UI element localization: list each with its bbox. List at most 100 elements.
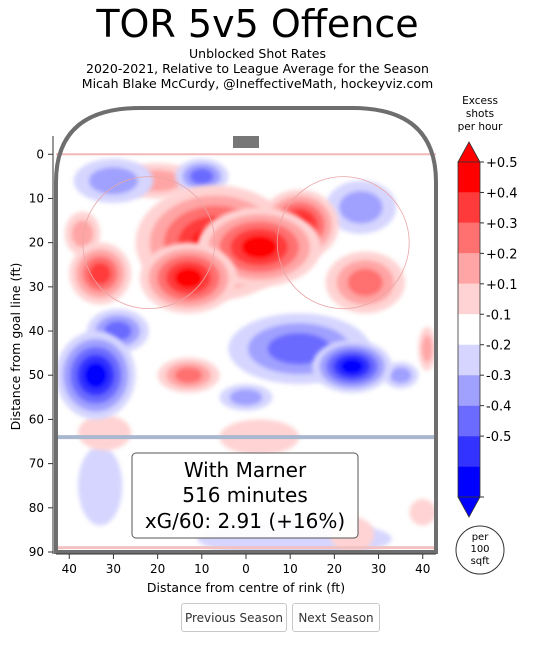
heat-region — [69, 242, 132, 305]
author-credit: Micah Blake McCurdy, @IneffectiveMath, h… — [81, 76, 434, 91]
chart-subtitle: Unblocked Shot Rates — [189, 46, 326, 61]
heat-band — [347, 268, 383, 297]
heat-region — [409, 498, 436, 526]
heat-band — [229, 389, 263, 406]
heat-region — [312, 339, 392, 393]
heat-region — [325, 251, 406, 314]
colorbar-band — [458, 466, 480, 497]
heat-band — [71, 220, 94, 248]
colorbar-tick-label: -0.2 — [486, 339, 511, 354]
x-tick-label: 20 — [327, 562, 342, 576]
annotation-xg: xG/60: 2.91 (+16%) — [145, 509, 345, 533]
goal-net — [233, 136, 259, 148]
y-tick-label: 20 — [29, 236, 44, 250]
colorbar-band — [458, 222, 480, 254]
colorbar-tick-label: +0.5 — [486, 156, 518, 171]
y-tick-label: 40 — [29, 324, 44, 338]
colorbar-band — [458, 314, 480, 345]
annotation-box — [131, 452, 359, 539]
y-tick-label: 60 — [29, 412, 44, 426]
heat-region — [73, 158, 154, 203]
heat-band — [340, 358, 364, 374]
heat-band — [421, 335, 433, 363]
colorbar-band — [458, 253, 480, 284]
faceoff-circle-right — [276, 176, 410, 310]
x-tick-label: 20 — [150, 562, 165, 576]
colorbar-label: shots — [466, 108, 494, 120]
heat-band — [267, 332, 331, 365]
y-tick-label: 30 — [29, 280, 44, 294]
heat-band — [174, 367, 203, 384]
colorbar-top-arrow — [457, 141, 481, 163]
heat-band — [89, 262, 111, 285]
colorbar-tick-label: -0.1 — [486, 308, 511, 323]
colorbar-tick-label: -0.4 — [486, 400, 511, 415]
previous-season-button[interactable]: Previous Season — [181, 603, 287, 632]
x-axis-label: Distance from centre of rink (ft) — [147, 580, 345, 595]
colorbar-band — [458, 405, 480, 437]
colorbar-label: per hour — [458, 121, 504, 133]
heat-region — [157, 357, 220, 393]
colorbar-band — [458, 192, 480, 223]
y-tick-label: 50 — [29, 368, 44, 382]
heat-band — [78, 445, 123, 526]
next-season-button[interactable]: Next Season — [292, 603, 380, 632]
colorbar: +0.5 +0.4 +0.3 +0.2 +0.1 -0.1 -0.2 -0.3 -0.4 -0.5 — [457, 141, 518, 518]
colorbar-band — [458, 344, 480, 376]
x-tick-label: 40 — [415, 562, 430, 576]
heat-band — [389, 367, 412, 384]
heat-band — [78, 415, 132, 451]
y-tick-label: 90 — [29, 545, 44, 559]
colorbar-tick-label: -0.5 — [486, 430, 511, 445]
heat-band — [84, 362, 108, 388]
heat-region — [325, 180, 397, 234]
x-tick-label: 10 — [194, 562, 209, 576]
colorbar-tick-label: +0.2 — [486, 247, 518, 262]
heat-region — [78, 445, 123, 526]
y-tick-label: 10 — [29, 191, 44, 205]
faceoff-circle-left — [82, 176, 216, 310]
annotation-toi: 516 minutes — [182, 483, 308, 507]
heat-band — [241, 235, 277, 259]
heat-region — [56, 331, 136, 420]
colorbar-tick-label: +0.3 — [486, 217, 518, 232]
heat-band — [339, 190, 383, 224]
y-tick-label: 70 — [29, 457, 44, 471]
y-tick-label: 80 — [29, 501, 44, 515]
heat-region — [382, 361, 419, 389]
heat-region — [139, 242, 238, 314]
rink-boards — [54, 106, 438, 554]
y-axis-label: Distance from goal line (ft) — [8, 263, 23, 431]
colorbar-tick-label: +0.1 — [486, 278, 518, 293]
colorbar-band — [458, 375, 480, 406]
x-tick-label: 30 — [371, 562, 386, 576]
x-tick-label: 10 — [283, 562, 298, 576]
heat-region — [219, 384, 273, 411]
heat-band — [88, 167, 138, 195]
colorbar-label: Excess — [462, 95, 498, 107]
heat-region — [78, 415, 132, 451]
unit-badge-text: per — [472, 532, 490, 543]
colorbar-bottom-arrow — [457, 496, 481, 518]
y-tick-label: 0 — [36, 147, 44, 161]
colorbar-band — [458, 162, 480, 193]
colorbar-tick-label: -0.3 — [486, 369, 511, 384]
heat-region — [418, 326, 436, 371]
heat-band — [190, 168, 214, 185]
x-tick-label: 30 — [106, 562, 121, 576]
heat-band — [174, 267, 203, 289]
unit-badge-text: sqft — [471, 556, 490, 567]
colorbar-frame — [457, 161, 481, 498]
unit-badge-text: 100 — [470, 544, 489, 555]
unit-badge — [455, 525, 505, 575]
colorbar-band — [458, 283, 480, 315]
chart-title: TOR 5v5 Offence — [96, 2, 419, 46]
colorbar-band — [458, 436, 480, 467]
x-tick-label: 0 — [242, 562, 250, 576]
x-tick-label: 40 — [62, 562, 77, 576]
annotation-player: With Marner — [184, 458, 307, 482]
heat-band — [409, 498, 436, 526]
season-subtitle: 2020-2021, Relative to League Average fo… — [86, 61, 429, 76]
heatmap-chart: 0 10 20 30 40 50 60 70 80 90 Distance from goal li… — [8, 95, 518, 595]
colorbar-tick-label: +0.4 — [486, 186, 518, 201]
